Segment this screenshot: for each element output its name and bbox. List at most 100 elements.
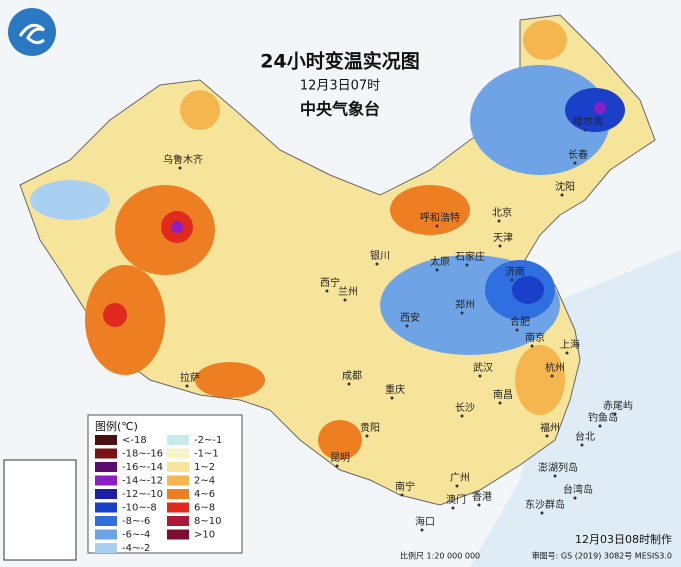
city-dot [365,434,369,438]
legend-swatch [95,448,117,459]
city-label: 南昌 [493,388,513,401]
city-label: 澳门 [446,493,466,506]
city-dot [465,263,469,267]
city-label: 广州 [450,472,470,484]
city-label: 南京 [525,331,545,344]
city-dot [553,474,557,478]
city-dot [185,384,189,388]
city-dot [390,396,394,400]
legend-label: 4~6 [194,489,215,500]
legend-swatch [167,435,189,445]
city-label: 郑州 [455,298,475,311]
city-dot [498,401,502,405]
land [19,14,656,506]
legend-label: 2~4 [194,476,215,487]
city-dot [613,412,617,416]
city-label: 台湾岛 [563,483,593,496]
legend-swatch [167,489,189,499]
city-label: 钓鱼岛 [588,411,618,424]
city-dot [405,324,409,328]
city-dot [515,328,519,332]
city-dot [375,262,379,266]
city-label: 济南 [505,265,525,278]
legend-label: 1~2 [194,462,215,473]
city-dot [497,219,501,223]
city-label: 南宁 [395,480,415,493]
legend-label: -1~1 [194,449,219,460]
city-dot [435,224,439,228]
city-label: 银川 [370,249,390,262]
made-note: 12月03日08时制作 [575,533,672,546]
city-dot [455,484,459,488]
legend-swatch [167,529,189,540]
approval-note: 审图号: GS (2019) 3082号 MESIS3.0 [532,551,672,561]
city-dot [343,298,347,302]
city-dot [420,528,424,532]
city-label: 重庆 [385,383,405,396]
subtitle: 12月3日07时 [300,79,380,94]
scale-note: 比例尺 1:20 000 000 [400,551,480,561]
city-dot [540,511,544,515]
city-label: 呼和浩特 [420,212,460,224]
legend-swatch [167,516,189,526]
city-label: 澎湖列岛 [538,461,578,474]
legend-swatch [95,516,117,526]
city-label: 贵阳 [360,421,380,434]
city-label: 拉萨 [180,371,200,384]
legend-title: 图例(℃) [95,419,138,433]
city-dot [178,166,182,170]
city-dot [477,503,481,507]
city-label: 昆明 [330,452,350,464]
city-dot [400,493,404,497]
city-label: 杭州 [545,361,565,374]
city-dot [498,244,502,248]
city-dot [510,278,514,282]
legend-swatch [95,489,117,499]
legend-label: -4~-2 [122,543,150,554]
city-label: 兰州 [338,285,358,298]
legend-label: -16~-14 [122,462,163,473]
legend-swatch [95,529,117,540]
city-dot [451,506,455,510]
city-label: 合肥 [510,315,530,328]
legend-swatch [167,475,189,486]
city-label: 香港 [472,491,492,503]
city-label: 沈阳 [555,180,575,193]
city-label: 乌鲁木齐 [163,153,203,166]
city-label: 武汉 [473,361,493,374]
city-label: 长沙 [455,402,475,414]
city-dot [550,374,554,378]
city-label: 海口 [415,515,435,528]
legend-label: 6~8 [194,503,215,514]
legend-label: 8~10 [194,516,221,527]
legend-label: -12~-10 [122,489,163,500]
legend-swatch [95,475,117,486]
city-label: 东沙群岛 [525,498,565,511]
city-label: 太原 [430,255,450,268]
legend-swatch [95,435,117,445]
city-dot [478,374,482,378]
logo [8,8,56,56]
legend-label: <-18 [122,435,147,446]
city-label: 石家庄 [455,250,485,263]
city-dot [580,443,584,447]
legend-label: -2~-1 [194,435,222,446]
legend-swatch [167,502,189,513]
city-dot [565,351,569,355]
legend-swatch [167,448,189,459]
city-dot [460,311,464,315]
city-dot [598,424,602,428]
agency: 中央气象台 [300,100,380,119]
legend-swatch [95,462,117,472]
city-dot [325,289,329,293]
city-label: 台北 [575,430,595,443]
legend-label: -10~-8 [122,503,157,514]
city-dot [573,496,577,500]
city-label: 成都 [342,370,362,382]
legend-swatch [95,502,117,513]
city-dot [560,193,564,197]
legend-label: -14~-12 [122,476,163,487]
legend-swatch [167,462,189,472]
legend-label: -8~-6 [122,516,150,527]
